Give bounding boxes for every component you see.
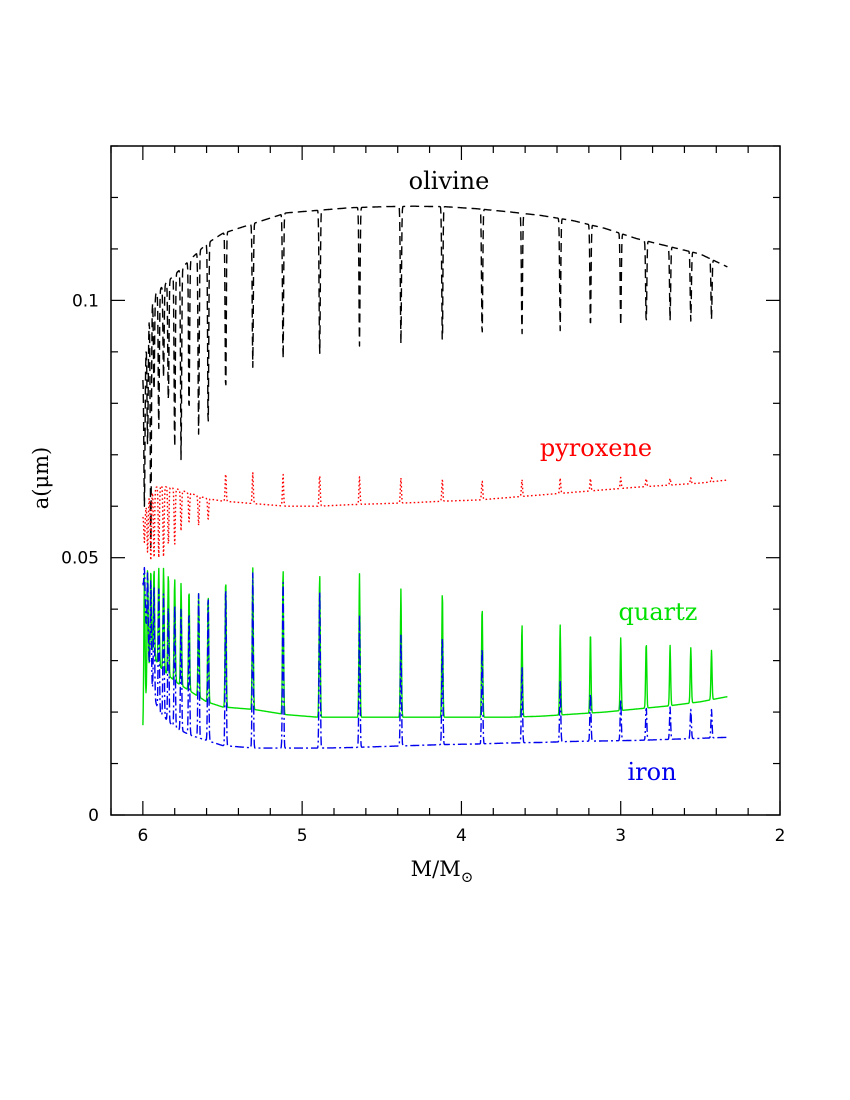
series-label-quartz: quartz bbox=[619, 598, 698, 626]
y-tick-label: 0.05 bbox=[61, 549, 99, 569]
y-axis-title: a(μm) bbox=[29, 447, 53, 509]
series-line-iron bbox=[142, 566, 728, 749]
series-label-pyroxene: pyroxene bbox=[540, 434, 652, 462]
x-tick-label: 6 bbox=[137, 826, 148, 846]
x-axis-title-sub: ⊙ bbox=[461, 868, 474, 886]
series-line-quartz bbox=[142, 567, 728, 726]
series-layer bbox=[142, 205, 728, 749]
series-line-olivine bbox=[142, 205, 728, 549]
y-tick-label: 0.1 bbox=[72, 291, 99, 311]
x-tick-label: 2 bbox=[775, 826, 786, 846]
x-tick-label: 4 bbox=[456, 826, 467, 846]
plot-frame bbox=[110, 145, 781, 816]
x-tick-label: 3 bbox=[615, 826, 626, 846]
tick-layer bbox=[110, 145, 781, 816]
series-line-pyroxene bbox=[142, 472, 728, 561]
x-tick-label: 5 bbox=[297, 826, 308, 846]
x-axis-title: M/M⊙ bbox=[411, 857, 474, 886]
series-label-olivine: olivine bbox=[409, 167, 490, 195]
x-axis-title-main: M/M bbox=[411, 857, 461, 881]
y-tick-label: 0 bbox=[88, 806, 99, 826]
series-label-iron: iron bbox=[627, 758, 676, 786]
tick-label-layer: 6 5 4 3 2 0 0.05 0.1 bbox=[61, 291, 785, 846]
